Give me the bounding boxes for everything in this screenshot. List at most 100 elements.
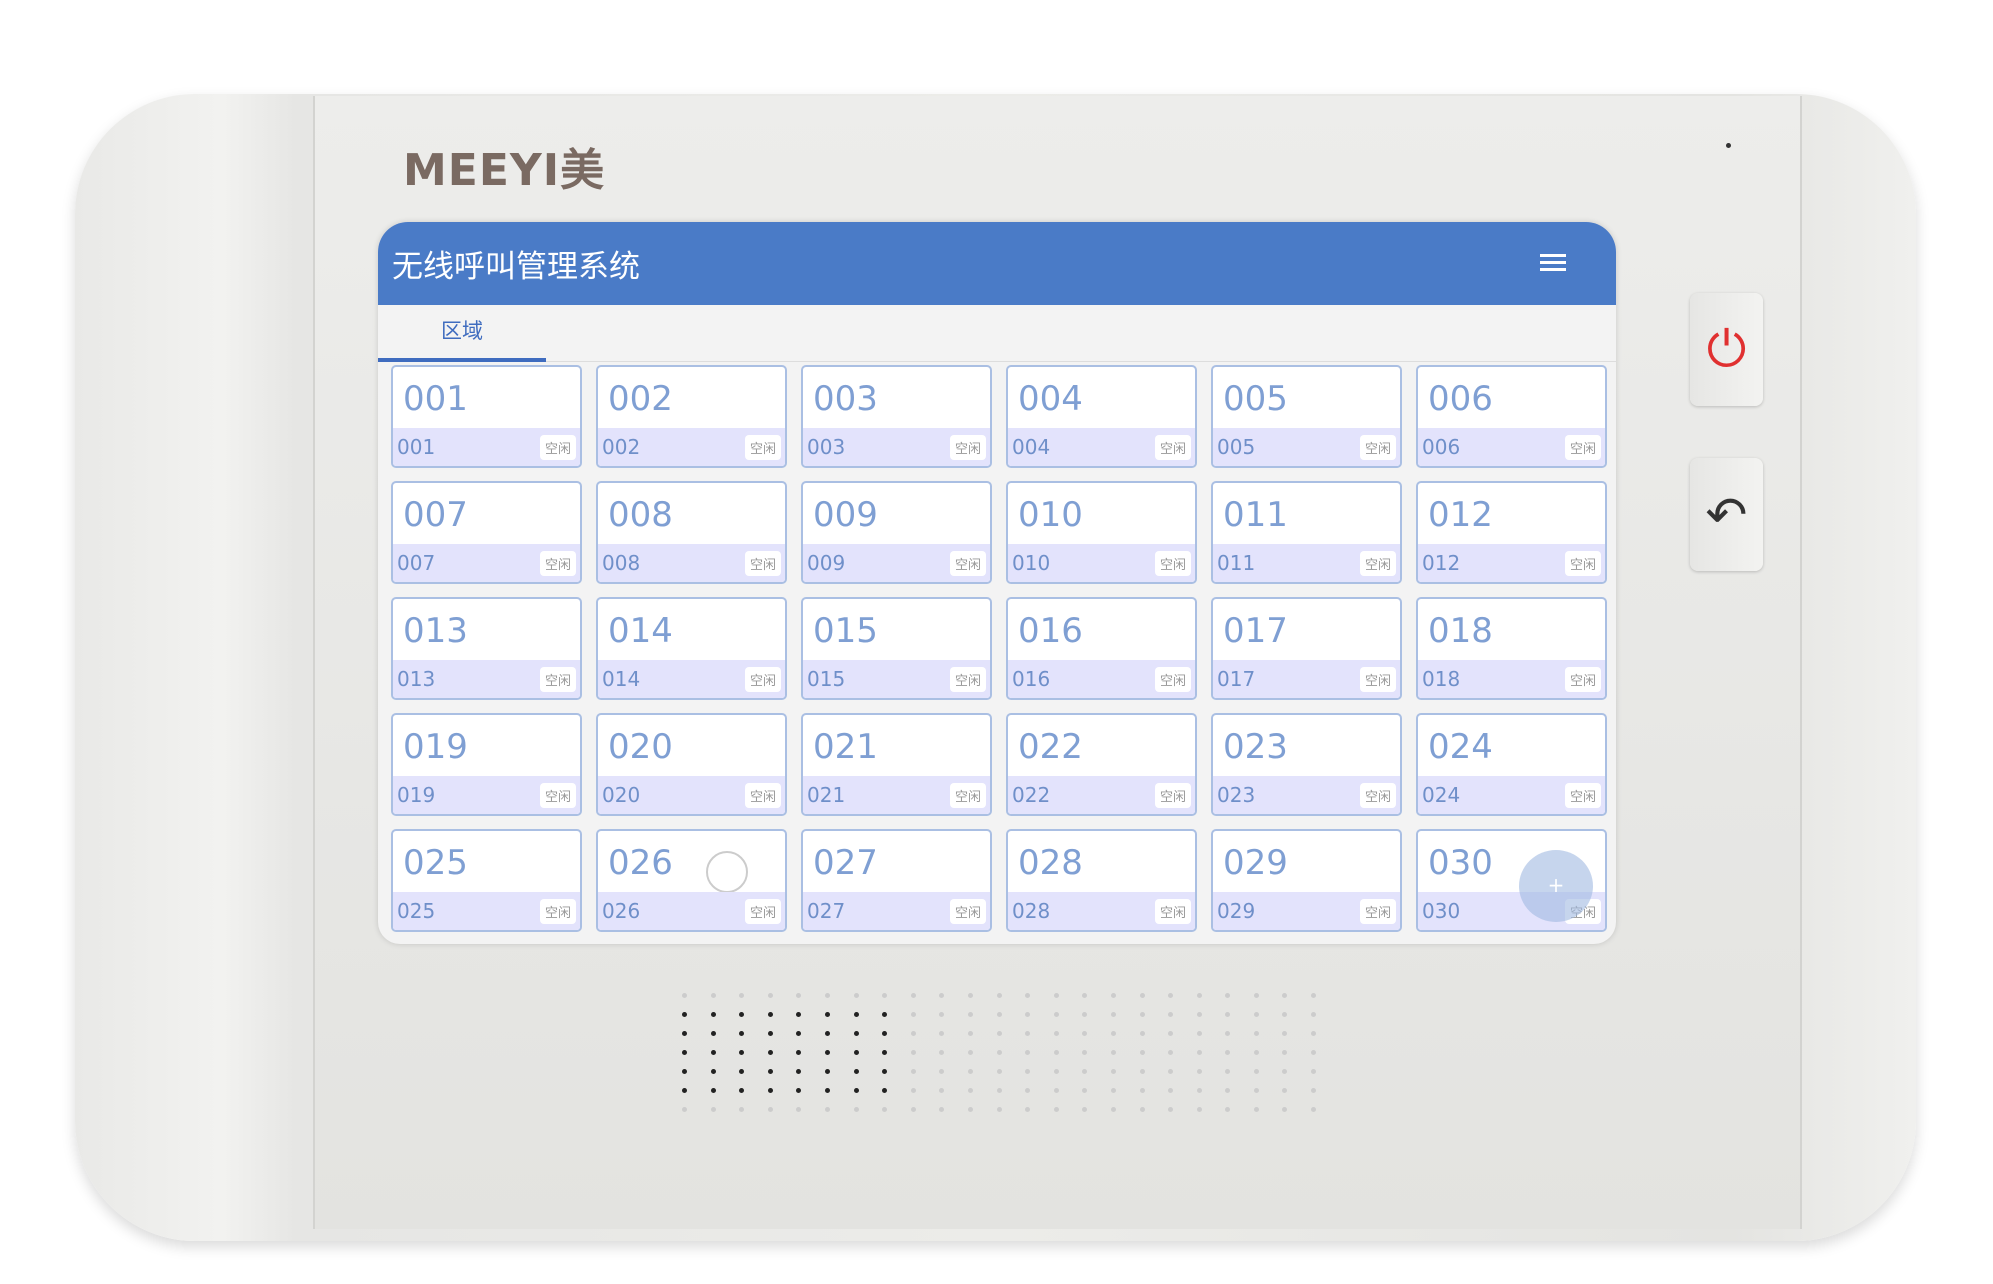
speaker-hole <box>996 1069 1002 1074</box>
call-point-cell[interactable]: 018 018 空闲 <box>1416 597 1607 700</box>
call-point-grid: 001 001 空闲 002 002 空闲 003 003 空闲 004 004 空闲 005 005 空闲… <box>391 365 1607 932</box>
cell-footer: 014 空闲 <box>598 660 785 698</box>
cell-footer: 019 空闲 <box>393 776 580 814</box>
call-point-cell[interactable]: 024 024 空闲 <box>1416 713 1607 816</box>
speaker-hole <box>1025 1107 1031 1112</box>
speaker-hole <box>739 1031 745 1036</box>
call-point-cell[interactable]: 014 014 空闲 <box>596 597 787 700</box>
speaker-hole <box>1282 1012 1288 1017</box>
speaker-hole <box>767 1050 773 1055</box>
call-point-cell[interactable]: 028 028 空闲 <box>1006 829 1197 932</box>
speaker-hole <box>682 1012 687 1017</box>
cell-id: 003 <box>807 435 846 459</box>
speaker-hole <box>682 1088 687 1093</box>
cell-name: 002 <box>608 379 673 419</box>
add-fab-button[interactable]: + <box>1519 850 1593 922</box>
speaker-hole <box>967 993 973 998</box>
call-point-cell[interactable]: 001 001 空闲 <box>391 365 582 468</box>
speaker-hole <box>1196 993 1202 998</box>
cell-name: 028 <box>1018 843 1083 883</box>
call-point-cell[interactable]: 029 029 空闲 <box>1211 829 1402 932</box>
call-point-cell[interactable]: 022 022 空闲 <box>1006 713 1197 816</box>
call-point-cell[interactable]: 026 026 空闲 <box>596 829 787 932</box>
speaker-hole <box>853 1012 859 1017</box>
cell-name: 014 <box>608 611 673 651</box>
speaker-hole <box>939 1050 945 1055</box>
tab-area[interactable]: 区域 <box>378 305 546 362</box>
hamburger-icon[interactable] <box>1540 250 1566 275</box>
call-point-cell[interactable]: 005 005 空闲 <box>1211 365 1402 468</box>
call-point-cell[interactable]: 015 015 空闲 <box>801 597 992 700</box>
speaker-hole <box>1110 1088 1116 1093</box>
status-badge: 空闲 <box>1564 782 1601 808</box>
call-point-cell[interactable]: 009 009 空闲 <box>801 481 992 584</box>
status-badge: 空闲 <box>744 782 781 808</box>
cell-id: 026 <box>602 899 641 923</box>
status-badge: 空闲 <box>1359 666 1396 692</box>
call-point-cell[interactable]: 019 019 空闲 <box>391 713 582 816</box>
call-point-cell[interactable]: 002 002 空闲 <box>596 365 787 468</box>
speaker-hole <box>1168 1069 1174 1074</box>
call-point-cell[interactable]: 020 020 空闲 <box>596 713 787 816</box>
speaker-hole <box>1082 1088 1088 1093</box>
status-badge: 空闲 <box>539 898 576 924</box>
cell-footer: 027 空闲 <box>803 892 990 930</box>
speaker-hole <box>1225 1088 1231 1093</box>
speaker-hole <box>824 993 830 998</box>
call-point-cell[interactable]: 011 011 空闲 <box>1211 481 1402 584</box>
speaker-hole <box>996 1012 1002 1017</box>
cell-name: 004 <box>1018 379 1083 419</box>
call-point-cell[interactable]: 008 008 空闲 <box>596 481 787 584</box>
cell-footer: 017 空闲 <box>1213 660 1400 698</box>
call-point-cell[interactable]: 025 025 空闲 <box>391 829 582 932</box>
speaker-hole <box>1168 1050 1174 1055</box>
call-point-cell[interactable]: 006 006 空闲 <box>1416 365 1607 468</box>
power-button[interactable]: ⏻ <box>1690 293 1763 406</box>
call-point-cell[interactable]: 007 007 空闲 <box>391 481 582 584</box>
speaker-hole <box>853 1069 859 1074</box>
speaker-hole <box>1168 1031 1174 1036</box>
call-point-cell[interactable]: 021 021 空闲 <box>801 713 992 816</box>
speaker-hole <box>1025 1050 1031 1055</box>
speaker-hole <box>739 1107 745 1112</box>
cell-id: 020 <box>602 783 641 807</box>
speaker-hole <box>939 1031 945 1036</box>
speaker-hole <box>882 1107 888 1112</box>
cell-id: 025 <box>397 899 436 923</box>
call-point-cell[interactable]: 010 010 空闲 <box>1006 481 1197 584</box>
speaker-hole <box>1053 1031 1059 1036</box>
speaker-hole <box>796 1012 802 1017</box>
speaker-hole <box>1253 1050 1259 1055</box>
cell-name: 003 <box>813 379 878 419</box>
speaker-hole <box>967 1107 973 1112</box>
speaker-hole <box>1311 1012 1317 1017</box>
cell-footer: 003 空闲 <box>803 428 990 466</box>
cell-id: 010 <box>1012 551 1051 575</box>
cell-id: 002 <box>602 435 641 459</box>
call-point-cell[interactable]: 023 023 空闲 <box>1211 713 1402 816</box>
call-point-cell[interactable]: 027 027 空闲 <box>801 829 992 932</box>
call-point-cell[interactable]: 004 004 空闲 <box>1006 365 1197 468</box>
status-badge: 空闲 <box>949 782 986 808</box>
speaker-hole <box>882 1031 888 1036</box>
call-point-cell[interactable]: 013 013 空闲 <box>391 597 582 700</box>
status-badge: 空闲 <box>539 550 576 576</box>
status-badge: 空闲 <box>1359 898 1396 924</box>
cell-id: 027 <box>807 899 846 923</box>
cell-id: 021 <box>807 783 846 807</box>
status-badge: 空闲 <box>539 666 576 692</box>
speaker-hole <box>1139 1031 1145 1036</box>
speaker-hole <box>1053 1107 1059 1112</box>
cell-id: 029 <box>1217 899 1256 923</box>
speaker-hole <box>910 1012 916 1017</box>
speaker-hole <box>1025 1031 1031 1036</box>
speaker-hole <box>996 993 1002 998</box>
call-point-cell[interactable]: 017 017 空闲 <box>1211 597 1402 700</box>
call-point-cell[interactable]: 012 012 空闲 <box>1416 481 1607 584</box>
back-button[interactable]: ↶ <box>1690 458 1763 571</box>
cell-footer: 018 空闲 <box>1418 660 1605 698</box>
call-point-cell[interactable]: 016 016 空闲 <box>1006 597 1197 700</box>
speaker-hole <box>853 1107 859 1112</box>
call-point-cell[interactable]: 003 003 空闲 <box>801 365 992 468</box>
speaker-hole <box>1311 993 1317 998</box>
